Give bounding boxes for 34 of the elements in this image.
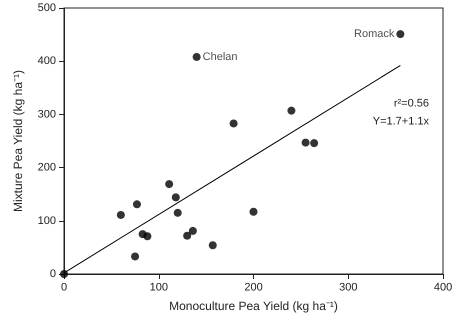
- x-tick-label: 400: [434, 282, 452, 294]
- x-axis-title: Monoculture Pea Yield (kg ha⁻¹): [169, 299, 338, 313]
- point: [143, 232, 152, 240]
- annotation: Y=1.7+1.1x: [372, 116, 430, 128]
- point: [192, 52, 201, 61]
- annotation: Romack: [354, 28, 395, 40]
- y-tick-label: 300: [38, 108, 56, 120]
- y-tick-label: 400: [38, 55, 56, 68]
- point: [188, 226, 197, 235]
- point: [183, 232, 192, 240]
- point: [250, 208, 258, 216]
- y-tick-label: 200: [38, 162, 56, 174]
- point: [302, 138, 310, 147]
- annotation: r²=0.56: [394, 98, 430, 110]
- y-tick-label: 0: [50, 268, 56, 280]
- point: [208, 241, 217, 250]
- point: [174, 208, 182, 217]
- point: [396, 30, 404, 38]
- y-tick-label: 100: [38, 214, 56, 227]
- point: [116, 210, 125, 219]
- point: [310, 139, 318, 148]
- x-tick-label: 200: [244, 282, 263, 294]
- annotation: Chelan: [202, 50, 238, 63]
- y-axis-title: Mixture Pea Yield (kg ha⁻¹): [11, 70, 25, 212]
- x-tick-label: 300: [339, 282, 358, 294]
- point: [131, 252, 140, 260]
- point: [132, 200, 141, 208]
- point: [172, 193, 180, 202]
- point: [287, 106, 296, 115]
- point: [165, 180, 174, 188]
- y-tick-label: 500: [38, 2, 56, 14]
- x-tick-label: 0: [60, 282, 68, 294]
- x-tick-label: 100: [150, 282, 168, 294]
- point: [230, 119, 238, 128]
